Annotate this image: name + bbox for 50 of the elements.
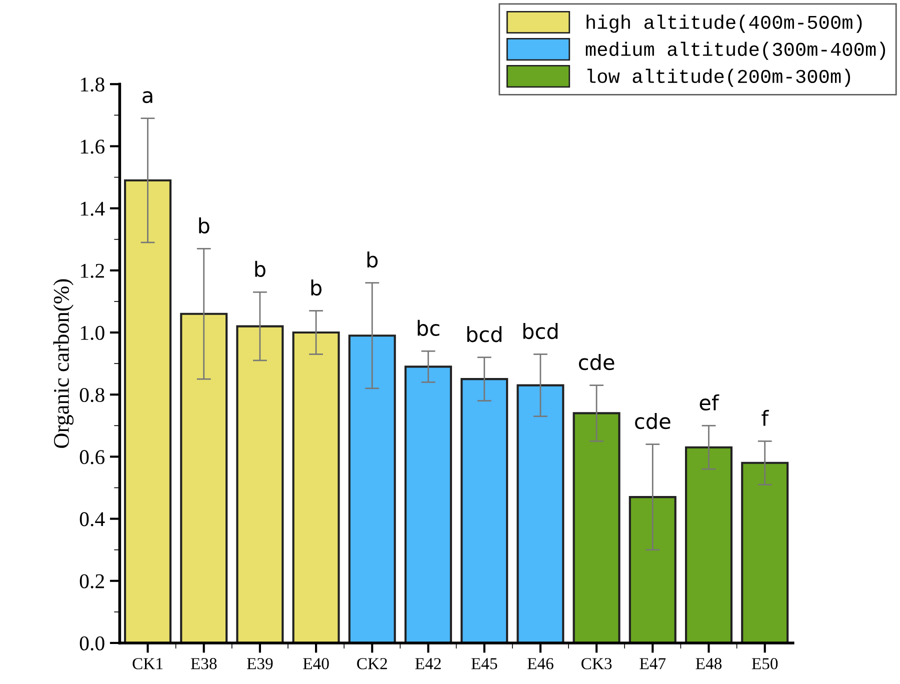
y-tick-label: 0.2 — [80, 574, 104, 588]
y-tick-label: 0.4 — [80, 512, 105, 526]
y-axis-title: Organic carbon(%) — [53, 279, 74, 448]
bar — [741, 462, 789, 643]
y-tick-label: 1.6 — [80, 140, 104, 154]
annotation: b — [255, 260, 266, 277]
annotation: b — [199, 217, 210, 234]
x-tick-label: E46 — [528, 658, 554, 670]
x-tick-label: E50 — [752, 658, 778, 670]
y-tick-label: 0.6 — [80, 450, 104, 464]
x-tick-label: E38 — [190, 658, 217, 670]
annotation: bcd — [467, 326, 502, 342]
y-tick-label: 0.8 — [80, 388, 104, 402]
legend-label: low altitude(200m-300m) — [587, 68, 850, 87]
y-tick-label: 1.8 — [80, 78, 104, 92]
annotation: b — [367, 252, 378, 268]
bar — [292, 331, 340, 643]
x-tick-label: E40 — [303, 658, 329, 670]
annotation: bc — [418, 320, 440, 336]
bar — [236, 325, 284, 643]
annotation: a — [142, 91, 152, 104]
bar — [180, 312, 228, 643]
bar — [404, 366, 452, 643]
x-tick-label: CK1 — [132, 658, 162, 670]
bar — [628, 496, 676, 643]
x-tick-label: E47 — [640, 658, 666, 670]
annotation: b — [311, 279, 322, 296]
x-tick-label: E45 — [471, 658, 498, 670]
y-tick-label: 1.2 — [80, 264, 104, 278]
bar — [684, 446, 733, 643]
annotation: ef — [700, 394, 720, 410]
legend-label: medium altitude(300m-400m) — [586, 42, 886, 60]
annotation: cde — [635, 412, 670, 430]
bar — [348, 334, 396, 643]
annotation: cde — [578, 354, 614, 370]
y-tick-label: 0.0 — [80, 636, 104, 650]
bar — [124, 179, 172, 643]
bar — [516, 384, 564, 643]
y-tick-label: 1.4 — [80, 202, 105, 216]
annotation: f — [762, 410, 769, 426]
legend-label: high altitude(400m-500m) — [586, 14, 862, 33]
x-tick-label: E48 — [696, 658, 722, 670]
x-tick-label: CK2 — [357, 658, 387, 670]
annotation: bcd — [523, 322, 558, 340]
y-tick-label: 1.0 — [80, 326, 104, 340]
x-tick-label: E39 — [247, 658, 273, 670]
x-tick-label: CK3 — [581, 658, 612, 670]
bar — [572, 412, 620, 643]
x-tick-label: E42 — [415, 658, 441, 670]
bar — [460, 378, 508, 643]
